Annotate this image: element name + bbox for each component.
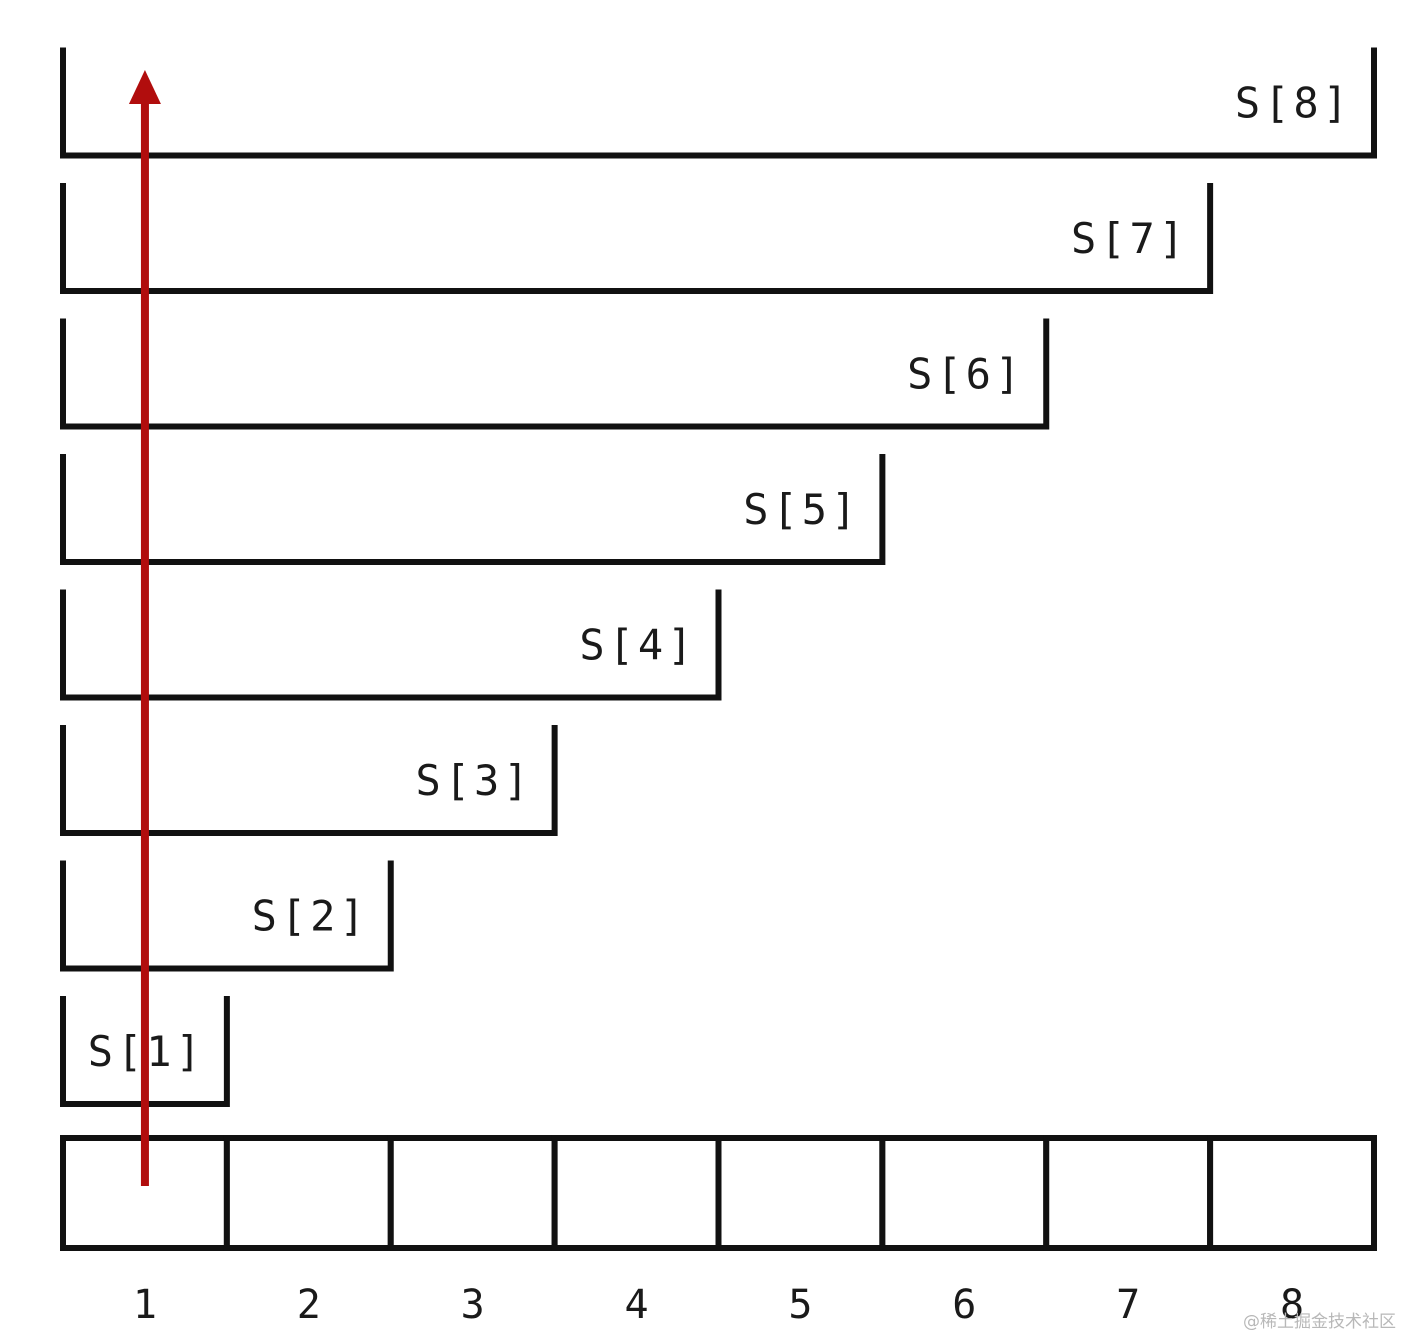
array-cell-2 xyxy=(223,1135,394,1251)
bracket-label-s5: S[5] xyxy=(743,485,860,534)
bracket-s6 xyxy=(60,318,1050,430)
index-label-4: 4 xyxy=(625,1282,649,1328)
bracket-label-s2: S[2] xyxy=(252,892,369,941)
bracket-label-s7: S[7] xyxy=(1071,214,1188,263)
red-up-arrow xyxy=(128,70,161,1186)
bracket-label-s8: S[8] xyxy=(1235,79,1352,128)
bracket-s8 xyxy=(60,47,1377,159)
index-label-6: 6 xyxy=(952,1282,976,1328)
index-label-1: 1 xyxy=(133,1282,157,1328)
index-label-8: 8 xyxy=(1280,1282,1304,1328)
sum-brackets: S[1]S[2]S[3]S[4]S[5]S[6]S[7]S[8] xyxy=(60,47,1377,1107)
array-cell-6 xyxy=(879,1135,1050,1251)
arrow-head xyxy=(128,70,161,104)
array-cell-4 xyxy=(551,1135,722,1251)
bracket-s5 xyxy=(60,454,886,565)
index-label-5: 5 xyxy=(788,1282,812,1328)
array-cell-8 xyxy=(1207,1135,1377,1251)
array-cell-3 xyxy=(387,1135,558,1251)
bracket-label-s6: S[6] xyxy=(907,350,1024,399)
index-label-2: 2 xyxy=(297,1282,321,1328)
bracket-s3 xyxy=(60,725,558,836)
bracket-s4 xyxy=(60,589,722,701)
bracket-label-s3: S[3] xyxy=(415,756,532,805)
bracket-label-s4: S[4] xyxy=(579,621,696,670)
index-labels: 1 2 3 4 5 6 7 8 xyxy=(133,1282,1304,1328)
bracket-s2 xyxy=(60,860,394,972)
array-cell-7 xyxy=(1043,1135,1214,1251)
index-label-7: 7 xyxy=(1116,1282,1140,1328)
bracket-s7 xyxy=(60,183,1214,294)
array-cells xyxy=(60,1135,1377,1251)
array-cell-5 xyxy=(715,1135,886,1251)
index-label-3: 3 xyxy=(461,1282,485,1328)
watermark: @稀土掘金技术社区 xyxy=(1243,1312,1396,1332)
